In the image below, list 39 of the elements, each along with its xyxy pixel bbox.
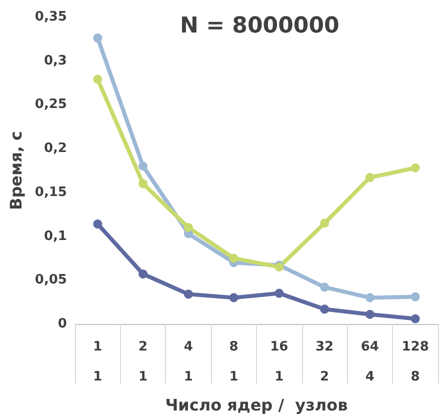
point: [320, 304, 330, 314]
point: [184, 290, 193, 299]
y-tick-label: 0,25: [34, 97, 67, 112]
point: [410, 163, 420, 172]
x-tick-label: 4 1: [184, 340, 193, 384]
point: [93, 34, 102, 43]
point: [320, 218, 330, 228]
point: [365, 310, 374, 319]
x-tick-label: 16 1: [270, 340, 288, 384]
y-tick-label: 0,2: [44, 141, 67, 156]
x-axis-title: Число ядер / узлов: [165, 395, 348, 414]
x-tick-label: 2 1: [138, 340, 148, 384]
x-tick-label: 32 2: [316, 340, 334, 384]
y-tick-label: 0,1: [44, 228, 67, 244]
y-tick-label: 0,35: [34, 10, 67, 24]
point: [229, 293, 238, 302]
chart-title: N = 8000000: [180, 14, 340, 38]
x-tick-label: 8 1: [229, 340, 238, 384]
y-axis-title: Время, с: [6, 131, 26, 210]
point: [138, 270, 148, 278]
point: [138, 179, 148, 188]
point: [365, 293, 374, 302]
point: [93, 220, 102, 229]
point: [274, 288, 284, 298]
point: [410, 314, 420, 324]
x-tick-label: 128 8: [402, 340, 429, 384]
point: [410, 292, 420, 302]
x-tick-label: 64 4: [360, 340, 379, 384]
point: [320, 282, 330, 292]
y-tick-label: 0,15: [34, 184, 67, 200]
point: [93, 74, 102, 84]
point: [138, 162, 148, 171]
x-tick-label: 1 1: [93, 340, 102, 384]
point: [229, 254, 238, 263]
y-tick-label: 0: [58, 316, 67, 332]
point: [184, 223, 193, 232]
y-tick-label: 0,05: [34, 272, 67, 288]
y-tick-label: 0,3: [44, 53, 67, 68]
point: [365, 173, 374, 182]
